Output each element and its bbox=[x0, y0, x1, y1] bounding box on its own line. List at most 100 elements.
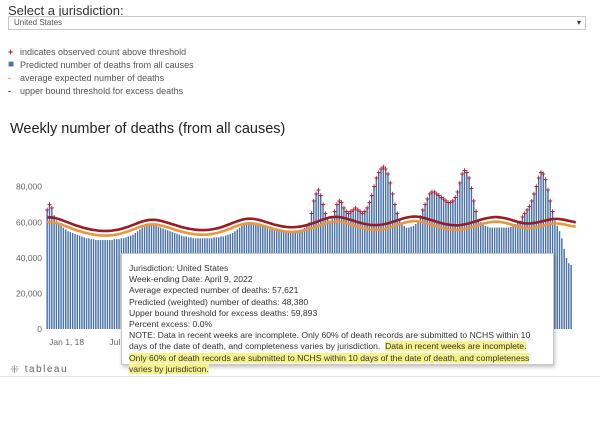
above-threshold-marker: + bbox=[464, 168, 469, 177]
jurisdiction-dropdown[interactable]: United States ▾ bbox=[8, 16, 586, 30]
bar bbox=[387, 174, 389, 329]
bar bbox=[109, 240, 111, 329]
bar bbox=[558, 231, 561, 329]
jurisdiction-label: Select a jurisdiction: bbox=[8, 3, 124, 18]
above-threshold-marker: + bbox=[393, 200, 398, 209]
y-tick-label: 0 bbox=[37, 324, 42, 334]
y-tick-label: 80,000 bbox=[16, 182, 42, 192]
tooltip-upper: Upper bound threshold for excess deaths:… bbox=[129, 307, 318, 318]
bar bbox=[58, 224, 60, 329]
legend-label: upper bound threshold for excess deaths bbox=[20, 85, 184, 96]
bar bbox=[85, 238, 88, 329]
above-threshold-marker: + bbox=[379, 164, 384, 173]
tableau-brand: tableau bbox=[24, 364, 69, 375]
above-threshold-marker: + bbox=[47, 200, 52, 209]
bar bbox=[463, 170, 466, 329]
above-threshold-marker: + bbox=[474, 207, 479, 216]
above-threshold-marker: + bbox=[420, 205, 425, 214]
above-threshold-marker: + bbox=[546, 186, 551, 195]
bar bbox=[380, 168, 382, 329]
legend-label: average expected number of deaths bbox=[20, 72, 165, 83]
above-threshold-marker: + bbox=[395, 209, 400, 218]
dash-icon: - bbox=[8, 85, 11, 96]
upper-bound-line bbox=[46, 215, 577, 233]
bar bbox=[561, 238, 563, 329]
square-icon: ■ bbox=[8, 59, 15, 70]
bar bbox=[377, 172, 380, 329]
above-threshold-marker: + bbox=[383, 164, 388, 173]
bar bbox=[113, 239, 116, 329]
bar bbox=[565, 257, 568, 329]
above-threshold-marker: + bbox=[374, 173, 379, 182]
above-threshold-marker: + bbox=[353, 204, 358, 213]
above-threshold-marker: + bbox=[362, 207, 367, 216]
above-threshold-marker: + bbox=[548, 196, 553, 205]
above-threshold-marker: + bbox=[471, 196, 476, 205]
bar bbox=[106, 240, 109, 329]
bar bbox=[69, 232, 72, 329]
bar bbox=[382, 167, 385, 329]
above-threshold-marker: + bbox=[434, 189, 439, 198]
dropdown-arrow-icon[interactable]: ▾ bbox=[576, 18, 581, 27]
above-threshold-marker: + bbox=[536, 173, 541, 182]
above-threshold-marker: + bbox=[425, 195, 430, 204]
bar bbox=[118, 239, 120, 329]
above-threshold-marker: + bbox=[522, 209, 527, 218]
above-threshold-marker: + bbox=[390, 189, 395, 198]
expected-line bbox=[46, 219, 576, 237]
above-threshold-marker: + bbox=[376, 168, 381, 177]
above-threshold-marker: + bbox=[388, 179, 393, 188]
above-threshold-marker: + bbox=[430, 188, 435, 197]
above-threshold-marker: + bbox=[444, 196, 449, 205]
y-tick-label: 60,000 bbox=[16, 217, 42, 227]
above-threshold-marker: + bbox=[467, 173, 472, 182]
above-threshold-marker: + bbox=[427, 189, 432, 198]
above-threshold-marker: + bbox=[365, 204, 370, 213]
above-threshold-marker: + bbox=[355, 205, 360, 214]
bar bbox=[568, 263, 570, 329]
bar bbox=[60, 225, 62, 329]
bar bbox=[62, 227, 65, 329]
above-threshold-marker: + bbox=[441, 195, 446, 204]
legend-item-expected: - average expected number of deaths bbox=[8, 71, 194, 84]
y-tick-label: 20,000 bbox=[16, 288, 42, 298]
bar bbox=[542, 174, 545, 329]
tooltip-jurisdiction: Jurisdiction: United States bbox=[129, 263, 229, 273]
above-threshold-marker: + bbox=[453, 193, 458, 202]
bar bbox=[95, 240, 97, 329]
y-tick-label: 40,000 bbox=[16, 253, 42, 263]
above-threshold-marker: + bbox=[423, 200, 428, 209]
above-threshold-marker: + bbox=[541, 170, 546, 179]
bar bbox=[466, 172, 468, 329]
above-threshold-marker: + bbox=[532, 189, 537, 198]
bar bbox=[71, 232, 74, 329]
legend-item-above-threshold: + indicates observed count above thresho… bbox=[8, 45, 194, 58]
above-threshold-marker: + bbox=[367, 198, 372, 207]
bar bbox=[81, 236, 83, 329]
above-threshold-marker: + bbox=[432, 188, 437, 197]
tableau-logo-icon: ⁜ bbox=[10, 364, 21, 376]
bar bbox=[64, 229, 67, 329]
tooltip: Jurisdiction: United States Week-ending … bbox=[121, 253, 554, 374]
above-threshold-marker: + bbox=[346, 209, 351, 218]
tableau-footer[interactable]: ⁜ tableau bbox=[10, 363, 68, 376]
above-threshold-marker: + bbox=[534, 182, 539, 191]
bar bbox=[51, 208, 53, 329]
plus-icon: + bbox=[8, 46, 14, 57]
above-threshold-marker: + bbox=[451, 196, 456, 205]
above-threshold-marker: + bbox=[358, 207, 363, 216]
above-threshold-marker: + bbox=[448, 198, 453, 207]
above-threshold-marker: + bbox=[342, 204, 347, 213]
above-threshold-marker: + bbox=[323, 209, 328, 218]
bar bbox=[48, 204, 51, 329]
bar bbox=[83, 237, 85, 329]
tooltip-week: Week-ending Date: April 9, 2022 bbox=[129, 274, 253, 285]
above-threshold-marker: + bbox=[462, 166, 467, 175]
above-threshold-marker: + bbox=[311, 196, 316, 205]
legend: + indicates observed count above thresho… bbox=[8, 45, 194, 97]
bar bbox=[111, 240, 113, 329]
dash-icon: - bbox=[8, 72, 11, 83]
bar bbox=[53, 215, 55, 329]
chart-title: Weekly number of deaths (from all causes… bbox=[10, 121, 286, 137]
bar bbox=[115, 239, 118, 329]
